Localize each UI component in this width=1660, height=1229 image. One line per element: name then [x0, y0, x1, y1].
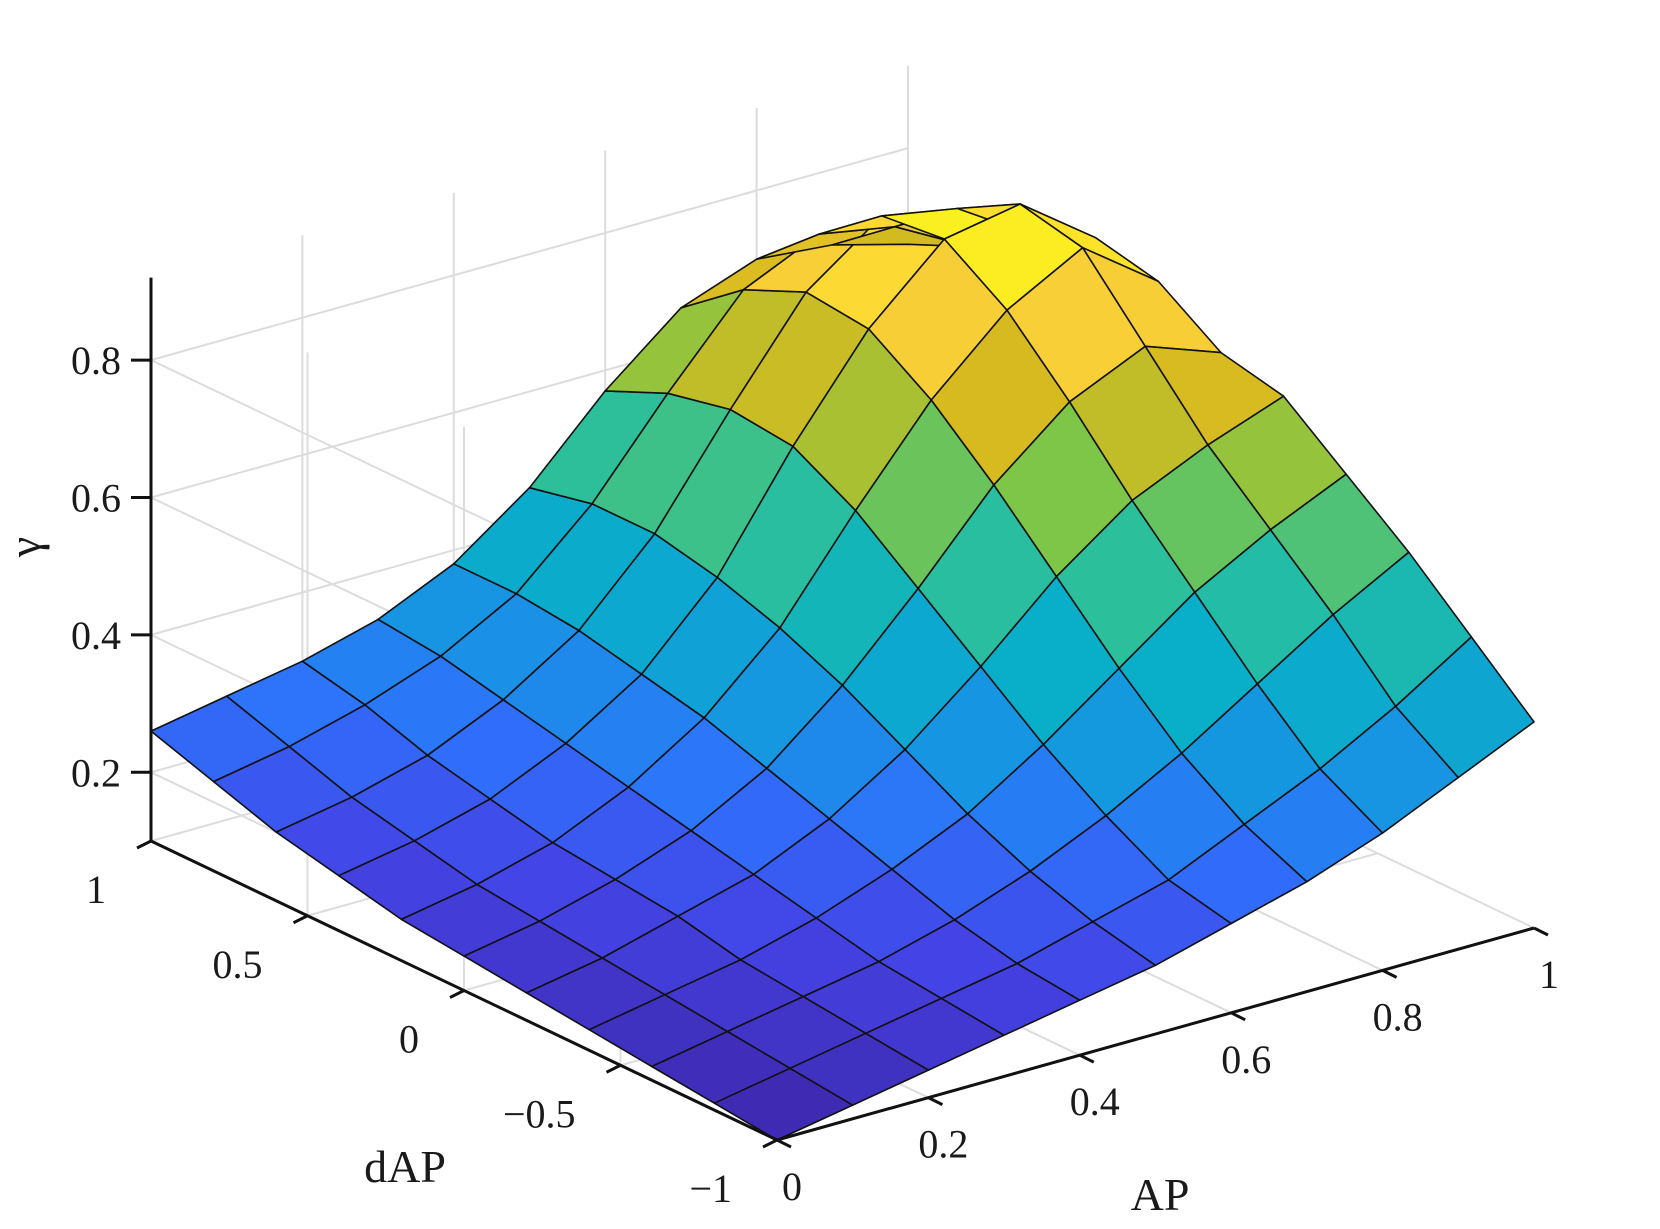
y-tick	[136, 839, 152, 850]
z-tick-label: 0.8	[71, 338, 121, 383]
grid-line	[150, 147, 909, 362]
y-tick	[762, 1138, 778, 1149]
x-tick-label: 0.2	[918, 1122, 968, 1167]
y-tick-label: −0.5	[503, 1091, 576, 1136]
x-tick-label: 0	[782, 1164, 802, 1209]
surface	[150, 203, 1535, 1141]
y-tick-label: 0	[399, 1017, 419, 1062]
surface-patch	[1394, 636, 1535, 779]
y-axis-label: dAP	[364, 1141, 446, 1192]
x-tick	[1230, 1011, 1246, 1022]
y-tick-label: 0.5	[213, 942, 263, 987]
z-tick-label: 0.6	[71, 476, 121, 521]
y-tick	[605, 1063, 622, 1074]
tick-labels: 0 0.2 0.4 0.6 0.8 1 −1 −0.5 0 0.5 1 0.2 0.4 0.6 0.8	[71, 338, 1559, 1211]
x-tick-label: 0.8	[1373, 994, 1423, 1039]
x-tick	[1381, 969, 1398, 979]
z-tick-label: 0.4	[71, 613, 121, 658]
y-tick	[292, 914, 309, 925]
x-tick-label: 0.4	[1070, 1079, 1120, 1124]
y-tick-label: −1	[689, 1166, 732, 1211]
x-tick	[1079, 1053, 1095, 1064]
x-tick	[927, 1096, 944, 1106]
x-tick-label: 0.6	[1221, 1037, 1271, 1082]
y-tick-label: 1	[86, 867, 106, 912]
y-tick	[449, 989, 465, 999]
x-axis-line	[776, 926, 1535, 1142]
z-tick-label: 0.2	[71, 750, 121, 795]
x-tick	[1533, 926, 1549, 937]
x-tick-label: 1	[1539, 952, 1559, 997]
x-axis-label: AP	[1131, 1169, 1190, 1220]
x-tick	[776, 1138, 792, 1149]
z-axis-label: γ	[0, 537, 50, 558]
axes	[131, 277, 1549, 1149]
